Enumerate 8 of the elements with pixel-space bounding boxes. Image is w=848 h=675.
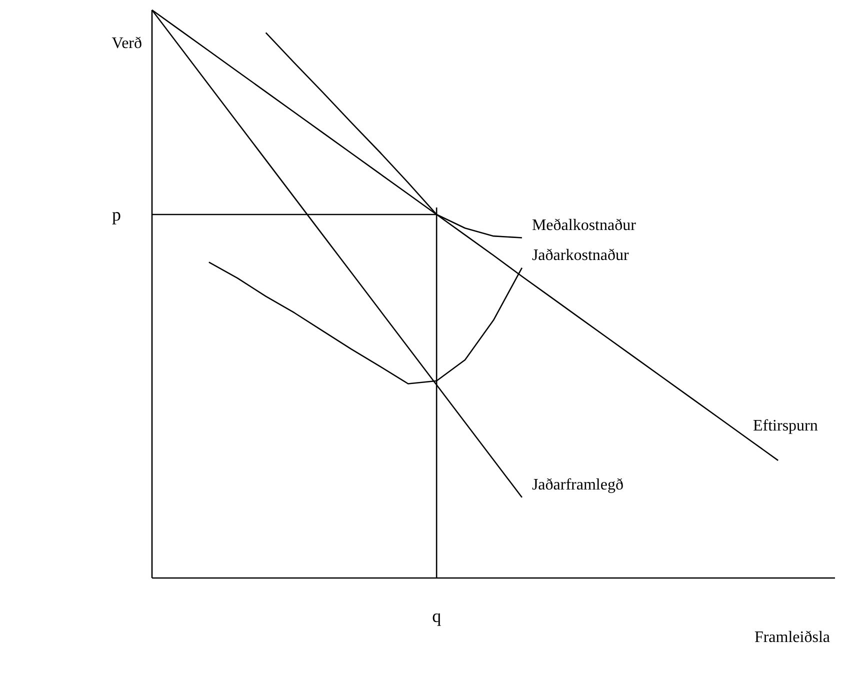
series-label: Jaðarkostnaður	[532, 246, 630, 264]
text: q	[432, 606, 442, 626]
series-label: Meðalkostnaður	[532, 216, 637, 234]
series-label: Eftirspurn	[753, 417, 818, 434]
ref-line-label: p	[112, 204, 121, 224]
x-axis-title: Framleiðsla	[754, 629, 830, 646]
series-label: Jaðarframlegð	[532, 476, 624, 494]
y-axis-title: Verð	[112, 35, 142, 52]
